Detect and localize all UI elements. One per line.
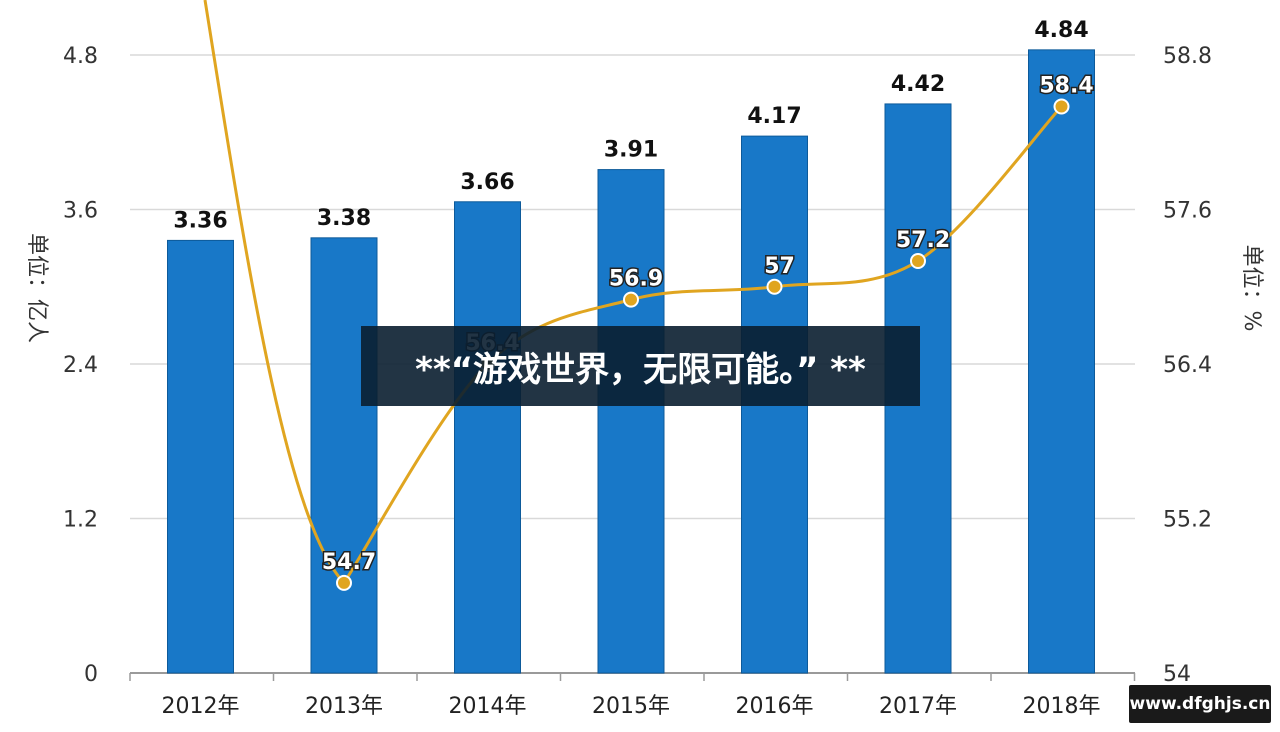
y-axis-title: 单位：亿人 <box>24 233 49 343</box>
y-tick-label: 0 <box>84 662 98 687</box>
bar <box>597 169 665 674</box>
bar-value-label: 3.36 <box>173 208 227 233</box>
x-tick-label: 2015年 <box>592 694 670 719</box>
bar-value-label: 3.91 <box>604 138 658 163</box>
y2-tick-label: 54 <box>1163 662 1191 687</box>
x-tick-label: 2016年 <box>736 694 814 719</box>
line-series <box>203 0 1070 591</box>
x-tick-label: 2013年 <box>305 694 383 719</box>
caption-banner: **“游戏世界，无限可能。” ** <box>361 326 920 406</box>
axes: 单位：亿人 单位：% 0 54 1.2 55.2 2.4 56.4 3.6 57.6 4.8 58… <box>24 44 1264 719</box>
line-point <box>623 291 639 308</box>
line-point <box>766 278 783 295</box>
x-tick-label: 2018年 <box>1023 694 1101 719</box>
y2-tick-label: 55.2 <box>1163 508 1212 533</box>
x-tick-label: 2017年 <box>879 694 957 719</box>
line-value-label: 56.9 <box>609 267 663 292</box>
bar <box>310 237 378 674</box>
y-tick-label: 1.2 <box>63 508 98 533</box>
bar-value-label: 4.17 <box>747 104 801 129</box>
y-tick-label: 3.6 <box>63 199 98 224</box>
y-tick-label: 2.4 <box>63 353 98 378</box>
bar <box>167 239 234 674</box>
line-value-label: 58.4 <box>1039 74 1093 99</box>
y-tick-label: 4.8 <box>63 44 98 69</box>
bar <box>454 201 521 674</box>
line-value-label: 54.7 <box>322 550 376 575</box>
line-point <box>336 574 352 591</box>
bar-value-label: 3.38 <box>317 206 371 231</box>
bar-series <box>167 49 1095 674</box>
line-point <box>910 253 926 269</box>
bar-value-label: 4.42 <box>891 72 945 97</box>
bar <box>1028 49 1095 674</box>
y2-tick-label: 56.4 <box>1163 353 1212 378</box>
bar-value-label: 4.84 <box>1034 18 1088 43</box>
line-value-label: 57 <box>764 254 795 279</box>
site-watermark: www.dfghjs.cn <box>1129 685 1271 723</box>
bar-value-label: 3.66 <box>460 170 514 195</box>
y2-tick-label: 57.6 <box>1163 199 1212 224</box>
x-tick-label: 2014年 <box>449 694 527 719</box>
x-tick-label: 2012年 <box>162 694 240 719</box>
line-point <box>1053 98 1070 115</box>
line-value-label: 57.2 <box>896 228 950 253</box>
y2-axis-title: 单位：% <box>1239 245 1264 332</box>
y2-tick-label: 58.8 <box>1163 44 1212 69</box>
